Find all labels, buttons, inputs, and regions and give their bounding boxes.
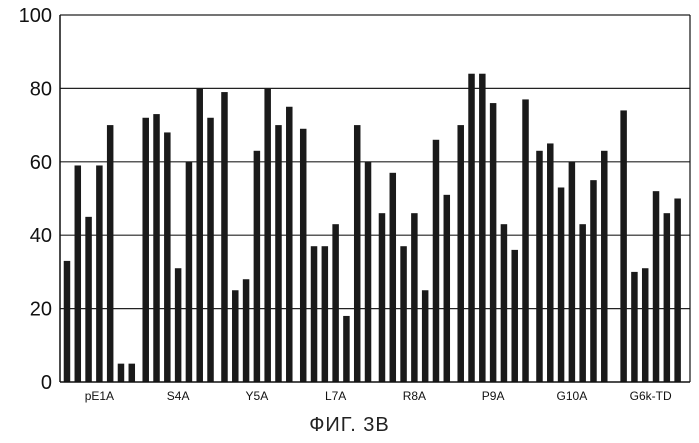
bar — [129, 364, 136, 382]
bar — [479, 74, 486, 382]
y-tick-label: 20 — [30, 299, 52, 321]
bar — [264, 88, 271, 382]
bar — [558, 187, 565, 382]
bar — [522, 99, 529, 382]
bar — [118, 364, 125, 382]
y-tick-label: 60 — [30, 152, 52, 174]
bar — [64, 261, 71, 382]
figure-caption: ФИГ. 3B — [0, 414, 699, 437]
bar — [75, 165, 82, 382]
bar — [354, 125, 361, 382]
bar — [569, 162, 576, 382]
bar — [96, 165, 103, 382]
x-category-label: P9A — [482, 389, 505, 403]
x-category-label: pE1A — [85, 389, 114, 403]
x-category-label: S4A — [167, 389, 190, 403]
bar — [207, 118, 214, 382]
bar — [390, 173, 397, 382]
bar — [196, 88, 203, 382]
bar — [332, 224, 339, 382]
x-category-label: G10A — [557, 389, 588, 403]
bar — [536, 151, 543, 382]
bar — [379, 213, 386, 382]
bar — [490, 103, 497, 382]
x-category-label: R8A — [403, 389, 426, 403]
bar — [653, 191, 660, 382]
y-tick-label: 40 — [30, 225, 52, 247]
bar — [243, 279, 250, 382]
bars — [64, 74, 681, 382]
x-category-label: Y5A — [246, 389, 269, 403]
bar — [175, 268, 182, 382]
bar — [107, 125, 114, 382]
bar — [153, 114, 160, 382]
bar — [186, 162, 193, 382]
y-tick-label: 0 — [41, 372, 52, 394]
bar — [142, 118, 149, 382]
bar — [300, 129, 307, 382]
bar — [311, 246, 318, 382]
bar — [674, 199, 681, 383]
bar — [642, 268, 649, 382]
bar — [590, 180, 597, 382]
bar — [601, 151, 608, 382]
bar — [343, 316, 350, 382]
bar — [444, 195, 451, 382]
bar — [433, 140, 440, 382]
bar — [365, 162, 372, 382]
bar — [411, 213, 418, 382]
bar — [400, 246, 407, 382]
x-category-label: G6k-TD — [630, 389, 672, 403]
y-tick-label: 100 — [19, 5, 52, 27]
bar — [579, 224, 586, 382]
bar — [664, 213, 671, 382]
bar — [164, 132, 171, 382]
bar — [547, 143, 554, 382]
bar — [275, 125, 282, 382]
bar — [620, 110, 627, 382]
bar — [501, 224, 508, 382]
y-tick-label: 80 — [30, 78, 52, 100]
bar — [511, 250, 517, 382]
x-category-label: L7A — [325, 389, 346, 403]
bar — [254, 151, 261, 382]
bar — [457, 125, 464, 382]
bar — [468, 74, 475, 382]
bar — [221, 92, 228, 382]
bar — [631, 272, 638, 382]
bar — [322, 246, 329, 382]
bar — [232, 290, 239, 382]
bar — [286, 107, 293, 382]
bar — [422, 290, 429, 382]
bar-chart: 0 20 40 60 80 100 pE1A S4A Y5A L7A R8A P9A G10A G6k-T… — [0, 0, 699, 410]
bar — [85, 217, 92, 382]
